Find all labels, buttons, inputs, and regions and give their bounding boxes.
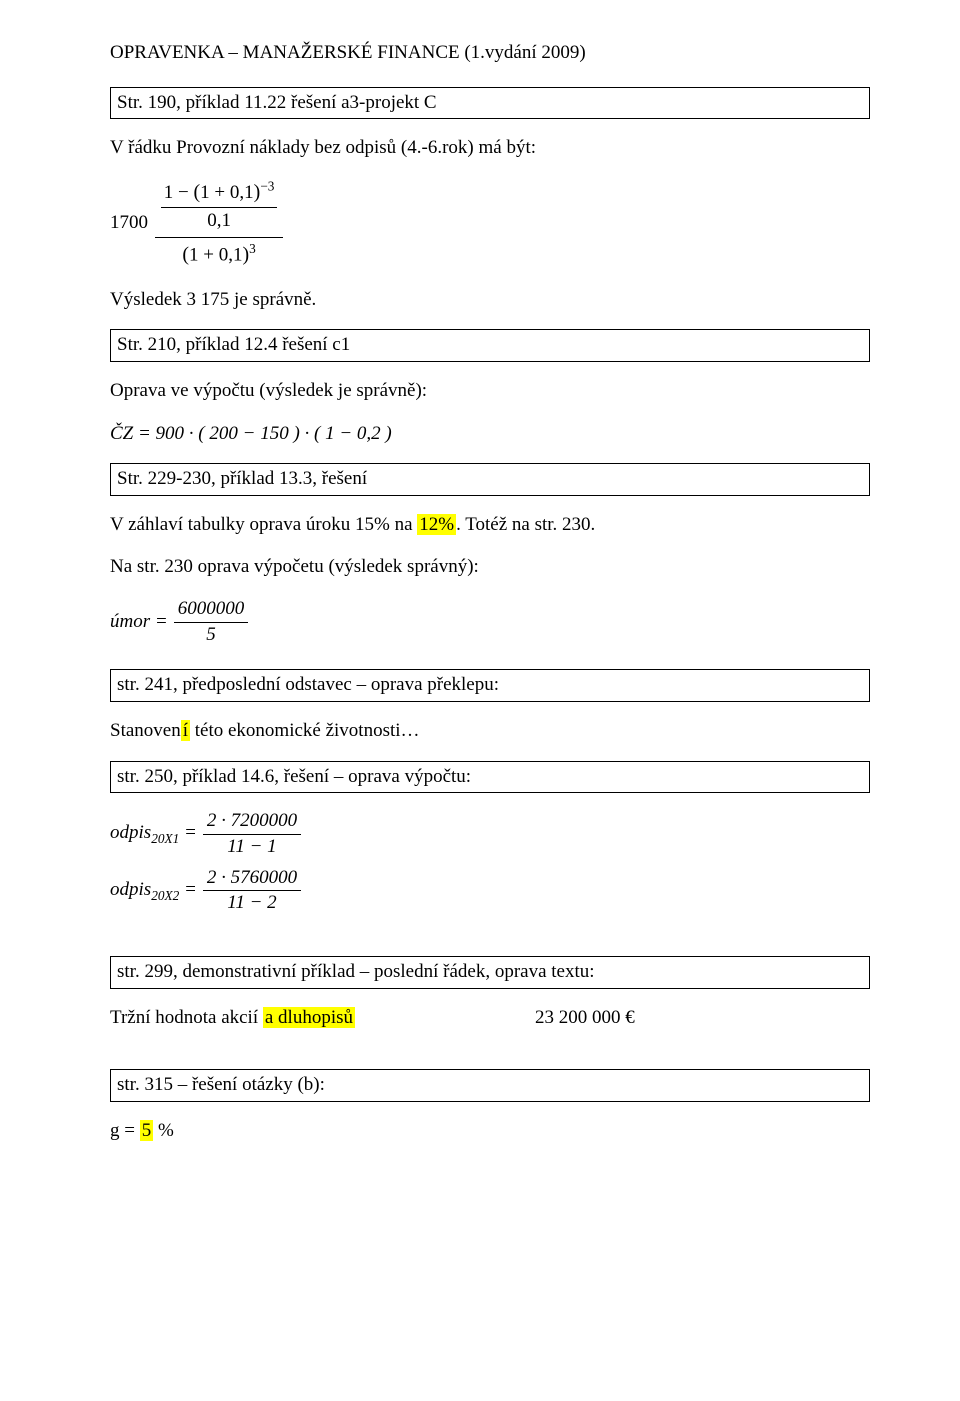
formula-5-eq1-lhs: odpis20X1 = xyxy=(110,820,197,848)
formula-1: 1700 1 − (1 + 0,1)−3 0,1 (1 + 0,1)3 xyxy=(110,178,283,269)
highlight-dluhopisu: a dluhopisů xyxy=(263,1007,355,1028)
section-7-body: g = 5 % xyxy=(110,1118,870,1145)
section-6-line: Tržní hodnota akcií a dluhopisů 23 200 0… xyxy=(110,1005,635,1032)
section-3-body-2: Na str. 230 oprava výpočetu (výsledek sp… xyxy=(110,554,870,581)
highlight-i: í xyxy=(181,720,190,741)
formula-5-eq2-num: 2 · 5760000 xyxy=(203,866,301,892)
section-3-post: . Totéž na str. 230. xyxy=(456,514,595,535)
section-4-post: této ekonomické životnosti… xyxy=(190,720,420,741)
formula-3-num: 6000000 xyxy=(174,597,249,623)
section-heading-5: str. 250, příklad 14.6, řešení – oprava … xyxy=(110,761,870,794)
section-7-post: % xyxy=(153,1120,174,1141)
section-6-value: 23 200 000 € xyxy=(535,1005,635,1032)
formula-3-den: 5 xyxy=(174,623,249,648)
section-heading-2: Str. 210, příklad 12.4 řešení c1 xyxy=(110,329,870,362)
section-4-pre: Stanoven xyxy=(110,720,181,741)
section-3-pre: V záhlaví tabulky oprava úroku 15% na xyxy=(110,514,417,535)
formula-5-eq1-den: 11 − 1 xyxy=(203,835,301,860)
formula-1-outer-den: (1 + 0,1)3 xyxy=(155,238,284,269)
document-title: OPRAVENKA – MANAŽERSKÉ FINANCE (1.vydání… xyxy=(110,40,870,67)
section-1-after: Výsledek 3 175 je správně. xyxy=(110,287,870,314)
formula-3-lhs: úmor = xyxy=(110,609,168,636)
section-3-body-1: V záhlaví tabulky oprava úroku 15% na 12… xyxy=(110,512,870,539)
formula-5: odpis20X1 = 2 · 7200000 11 − 1 odpis20X2… xyxy=(110,809,301,922)
highlight-12pct: 12% xyxy=(417,514,456,535)
section-2-body: Oprava ve výpočtu (výsledek je správně): xyxy=(110,378,870,405)
formula-5-eq1-num: 2 · 7200000 xyxy=(203,809,301,835)
section-1-body: V řádku Provozní náklady bez odpisů (4.-… xyxy=(110,135,870,162)
formula-5-eq2-lhs: odpis20X2 = xyxy=(110,877,197,905)
formula-5-eq2-den: 11 − 2 xyxy=(203,891,301,916)
section-heading-3: Str. 229-230, příklad 13.3, řešení xyxy=(110,463,870,496)
section-4-body: Stanovení této ekonomické životnosti… xyxy=(110,718,870,745)
section-heading-7: str. 315 – řešení otázky (b): xyxy=(110,1069,870,1102)
section-6-pre: Tržní hodnota akcií xyxy=(110,1007,263,1028)
formula-2: ČZ = 900 · ( 200 − 150 ) · ( 1 − 0,2 ) xyxy=(110,421,870,448)
section-7-pre: g = xyxy=(110,1120,140,1141)
formula-1-inner-num: 1 − (1 + 0,1)−3 xyxy=(164,182,275,203)
formula-1-inner-den: 0,1 xyxy=(161,208,278,235)
highlight-5: 5 xyxy=(140,1120,154,1141)
section-heading-6: str. 299, demonstrativní příklad – posle… xyxy=(110,956,870,989)
formula-3: úmor = 6000000 5 xyxy=(110,597,870,647)
section-heading-4: str. 241, předposlední odstavec – oprava… xyxy=(110,669,870,702)
section-heading-1: Str. 190, příklad 11.22 řešení a3-projek… xyxy=(110,87,870,120)
formula-1-coef: 1700 xyxy=(110,210,148,237)
